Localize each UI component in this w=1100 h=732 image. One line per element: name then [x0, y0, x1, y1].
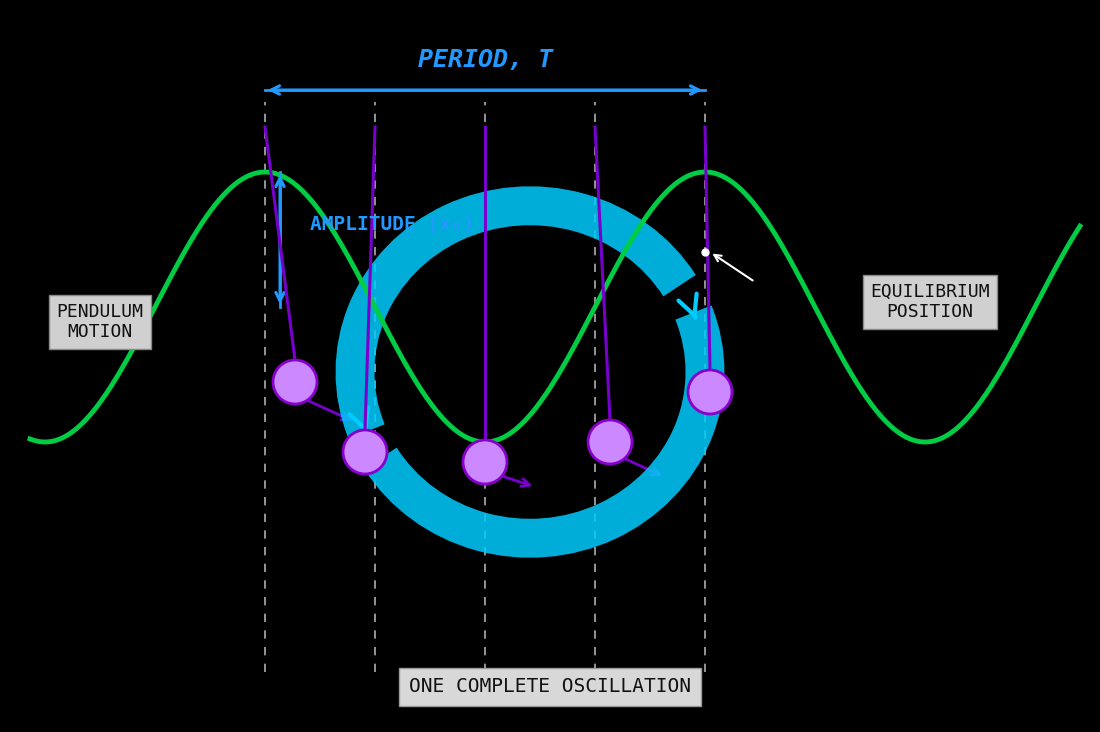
Circle shape	[688, 370, 732, 414]
Circle shape	[463, 440, 507, 484]
Text: EQUILIBRIUM
POSITION: EQUILIBRIUM POSITION	[870, 283, 990, 321]
Text: PERIOD, T: PERIOD, T	[418, 48, 552, 72]
Text: ONE COMPLETE OSCILLATION: ONE COMPLETE OSCILLATION	[409, 678, 691, 697]
Text: AMPLITUDE (x₀): AMPLITUDE (x₀)	[310, 215, 474, 234]
Circle shape	[343, 430, 387, 474]
Circle shape	[588, 420, 632, 464]
Text: PENDULUM
MOTION: PENDULUM MOTION	[56, 302, 143, 341]
Circle shape	[273, 360, 317, 404]
